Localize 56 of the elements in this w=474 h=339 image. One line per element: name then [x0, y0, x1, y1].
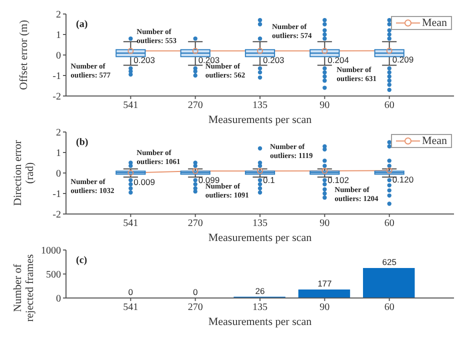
data-label: 0: [192, 287, 198, 297]
x-tick-label: 541: [123, 100, 138, 112]
data-label: 0.099: [198, 174, 220, 185]
y-tick-label: -1: [52, 189, 61, 200]
x-tick-label: 135: [252, 100, 268, 112]
x-tick-label: 135: [252, 218, 268, 230]
legend-label: Mean: [422, 135, 447, 147]
x-axis-title: Measurements per scan: [208, 114, 312, 126]
x-tick-label: 541: [123, 218, 138, 230]
x-tick-label: 270: [188, 218, 203, 230]
data-label: 0.009: [134, 176, 156, 187]
y-tick-label: -2: [52, 92, 61, 103]
annotation: (c): [76, 255, 88, 266]
y-tick-label: 1: [56, 30, 61, 42]
x-tick-label: 60: [384, 218, 394, 230]
data-label: 26: [255, 286, 265, 296]
y-tick-label: -1: [52, 71, 61, 82]
annotation: (b): [76, 137, 88, 148]
x-axis-title: Measurements per scan: [208, 316, 312, 328]
x-tick-label: 270: [188, 100, 203, 112]
y-axis-title: Direction error (rad): [12, 140, 36, 206]
data-label: 0.120: [392, 174, 414, 185]
y-tick-label: 1000: [41, 246, 61, 257]
data-label: 625: [382, 257, 397, 267]
y-tick-label: 500: [46, 270, 61, 281]
y-tick-label: 1: [56, 148, 61, 160]
legend-label: Mean: [422, 17, 447, 29]
y-tick-label: 2: [56, 128, 61, 139]
y-axis-title: Offset error (m): [18, 20, 30, 90]
data-label: 0.203: [263, 54, 285, 65]
x-tick-label: 90: [320, 302, 330, 314]
y-tick-label: 2: [56, 10, 61, 21]
x-tick-label: 90: [320, 218, 330, 230]
data-label: 0.203: [134, 54, 156, 65]
bar: [363, 268, 415, 298]
x-axis-title: Measurements per scan: [208, 232, 312, 244]
data-label: 0: [128, 287, 134, 297]
data-label: 0.1: [263, 174, 276, 185]
y-tick-label: -2: [52, 210, 61, 221]
y-tick-label: 0: [56, 50, 61, 62]
x-tick-label: 60: [384, 302, 394, 314]
bar: [298, 290, 350, 298]
y-tick-label: 0: [56, 168, 61, 180]
y-tick-label: 0: [56, 294, 61, 305]
data-label: 0.203: [198, 54, 220, 65]
data-label: 0.209: [392, 54, 414, 65]
x-tick-label: 135: [252, 302, 268, 314]
x-tick-label: 541: [123, 302, 138, 314]
x-tick-label: 270: [188, 302, 203, 314]
data-label: 0.204: [328, 54, 350, 65]
x-tick-label: 90: [320, 100, 330, 112]
annotation: (a): [76, 19, 88, 30]
y-axis-title: Number of rejected frames: [12, 254, 36, 322]
x-tick-label: 60: [384, 100, 394, 112]
data-label: 0.102: [328, 174, 350, 185]
data-label: 177: [318, 278, 332, 289]
